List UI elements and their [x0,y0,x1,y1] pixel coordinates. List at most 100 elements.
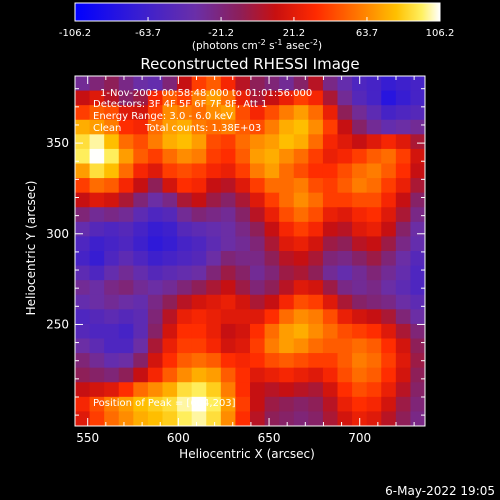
heatmap-cell [337,396,353,413]
heatmap-cell [381,353,397,369]
heatmap-cell [235,353,251,369]
heatmap-cell [235,178,251,194]
x-axis-label: Heliocentric X (arcsec) [179,447,315,461]
heatmap-cell [322,134,339,150]
heatmap-cell [191,323,207,340]
heatmap-cell [104,105,120,121]
heatmap-cell [366,105,382,121]
x-tick-label: 550 [76,431,99,445]
heatmap-cell [177,309,193,325]
heatmap-cell [395,323,412,340]
heatmap-cell [410,309,425,325]
heatmap-cell [264,163,280,179]
heatmap-cell [133,367,149,383]
heatmap-cell [104,338,120,354]
heatmap-cell [118,221,134,238]
heatmap-cell [220,411,237,426]
heatmap-cell [366,178,382,194]
heatmap-cell [177,163,193,179]
heatmap-cell [381,76,397,92]
heatmap-cell [177,265,193,281]
heatmap-cell [162,411,178,426]
heatmap-cell [104,90,120,106]
heatmap-cell [352,309,368,325]
heatmap-cell [220,207,237,223]
heatmap-cell [395,192,412,208]
heatmap-cell [381,309,397,325]
heatmap-cell [308,367,324,383]
heatmap-cell [133,221,149,238]
y-tick-label: 300 [46,227,69,241]
heatmap-cell [147,148,164,165]
heatmap-cell [337,134,353,150]
heatmap-cell [104,76,120,92]
heatmap-cell [381,134,397,150]
heatmap-cell [177,367,193,383]
heatmap-cell [308,396,324,413]
heatmap-cell [250,294,266,310]
heatmap-cell [308,338,324,354]
heatmap-cell [293,411,309,426]
heatmap-cell [308,265,324,281]
heatmap-cell [381,119,397,135]
heatmap-cell [352,265,368,281]
heatmap-cell [191,411,207,426]
heatmap-cell [264,382,280,398]
heatmap-cell [104,367,120,383]
heatmap-cell [118,207,134,223]
heatmap-cell [147,178,164,194]
heatmap-cell [220,105,237,121]
heatmap-cell [308,221,324,238]
heatmap-cell [133,382,149,398]
heatmap-cell [206,163,222,179]
heatmap-cell [250,338,266,354]
heatmap-cell [133,163,149,179]
heatmap-cell [250,236,266,252]
heatmap-cell [395,236,412,252]
colorbar-tick-label: 106.2 [426,28,455,39]
heatmap-cell [322,396,339,413]
heatmap-cell [191,338,207,354]
heatmap-cell [191,178,207,194]
heatmap-cell [118,323,134,340]
heatmap-cell [118,353,134,369]
heatmap-cell [75,134,91,150]
heatmap-cell [381,265,397,281]
annotation-time-range: 1-Nov-2003 00:58:48.000 to 01:01:56.000 [100,88,312,99]
annotation-energy-range: Energy Range: 3.0 - 6.0 keV [93,111,233,122]
heatmap-cell [177,207,193,223]
colorbar-ticks: -106.2 -63.7 -21.2 21.2 63.7 106.2 [59,17,454,39]
heatmap-cell [410,90,425,106]
heatmap-cell [337,90,353,106]
heatmap-cell [250,178,266,194]
heatmap-cell [118,148,134,165]
heatmap-cell [235,207,251,223]
y-axis-label: Heliocentric Y (arcsec) [24,181,38,316]
heatmap-cell [75,367,91,383]
heatmap-cell [191,207,207,223]
heatmap-cell [264,119,280,135]
heatmap-cell [104,309,120,325]
heatmap-cell [75,178,91,194]
heatmap-cell [162,207,178,223]
heatmap-cell [410,411,425,426]
heatmap-cell [293,236,309,252]
heatmap-cell [279,119,295,135]
heatmap-cell [220,309,237,325]
heatmap-cell [337,236,353,252]
heatmap-cell [366,367,382,383]
heatmap-cell [352,221,368,238]
heatmap-cell [264,221,280,238]
heatmap-cell [147,134,164,150]
heatmap-cell [322,367,339,383]
heatmap-cell [366,207,382,223]
heatmap-cell [191,280,207,296]
heatmap-cell [322,411,339,426]
heatmap-cell [118,163,134,179]
heatmap-cell [177,411,193,426]
heatmap-cell [337,178,353,194]
heatmap-cell [293,382,309,398]
heatmap-cell [133,338,149,354]
heatmap-cell [322,76,339,92]
heatmap-cell [293,265,309,281]
